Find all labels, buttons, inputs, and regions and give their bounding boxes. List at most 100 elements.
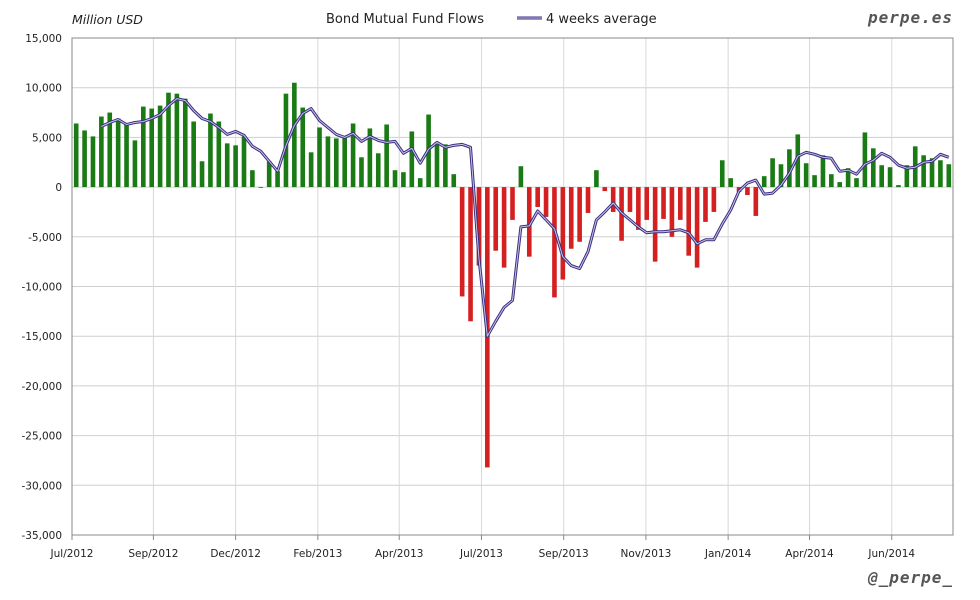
x-tick-label: Sep/2013 [539,548,589,560]
bar [233,145,238,188]
legend-label: 4 weeks average [546,12,657,27]
x-tick-label: Apr/2014 [785,548,834,560]
bar [719,160,725,188]
bar [585,187,591,213]
y-tick-label: -20,000 [21,381,62,393]
bar [829,174,834,188]
bar [686,187,692,256]
bar [199,161,205,188]
bars [73,82,952,468]
x-tick-label: Dec/2012 [210,548,261,560]
bar [258,187,264,188]
bar [803,163,809,188]
bar [787,149,792,188]
bar [409,131,415,188]
x-tick-label: Jul/2013 [459,548,503,560]
bar [174,93,180,188]
bar [468,187,473,322]
bar [99,116,104,188]
bar [703,187,708,222]
bar [610,187,616,212]
x-tick-label: Sep/2012 [128,548,178,560]
bar [141,106,146,188]
bar [929,158,935,188]
y-tick-label: -10,000 [21,282,62,294]
y-tick-label: 15,000 [25,33,62,45]
bar [451,174,457,188]
average-line [101,98,949,337]
bar [854,178,859,188]
bar [493,187,499,251]
bar [392,170,398,188]
bar [241,136,247,188]
bar [669,187,675,237]
plot-frame [71,37,954,536]
bar [333,138,339,188]
bar [182,98,188,188]
bar [275,171,280,188]
chart-title: Bond Mutual Fund Flows [326,12,484,27]
bar [845,168,851,188]
x-tick-label: Jul/2012 [50,548,94,560]
bar [325,136,331,188]
bar [124,124,129,188]
bar [283,93,289,188]
bar [443,144,448,188]
bar [250,170,255,188]
bar [627,187,633,212]
bar [837,182,843,188]
legend: 4 weeks average [517,12,657,27]
bar [728,178,733,188]
bar [208,113,213,188]
bar [745,187,750,196]
bar [694,187,700,268]
bar [820,155,826,188]
bar [778,164,784,188]
bar [946,164,952,188]
bar [459,187,465,297]
bar [224,143,230,188]
x-tick-label: Feb/2013 [293,548,342,560]
bar [577,187,582,242]
bar [191,121,196,188]
bar [157,105,163,188]
bar [359,157,364,188]
bar [82,130,87,188]
bar [678,187,683,220]
bar [938,160,943,188]
bar [300,107,306,188]
bar [476,187,482,266]
bar [711,187,717,212]
bar [107,112,113,188]
y-tick-label: -15,000 [21,331,62,343]
bar [636,187,641,230]
bar [526,187,532,257]
bar [308,152,314,188]
y-tick-label: -35,000 [21,530,62,542]
y-axis-label: Million USD [72,12,143,27]
bar [761,176,767,188]
y-tick-label: 10,000 [25,83,62,95]
bar [166,92,171,188]
bar [292,82,297,188]
bar [862,132,868,188]
x-tick-label: Jan/2014 [704,548,752,560]
x-axis: Jul/2012 Sep/2012 Dec/2012 Feb/2013 Apr/2013… [50,535,915,560]
bar [375,153,381,188]
bar [560,187,566,280]
y-tick-label: 5,000 [32,132,62,144]
bar [132,140,138,188]
bar [568,187,574,249]
bar [552,187,557,298]
bar [501,187,507,268]
bar [115,118,121,188]
bar [350,123,356,188]
bar [879,165,884,188]
bar [266,161,272,188]
bar [73,123,79,188]
bar [518,166,524,188]
brand-watermark-bottom: @_perpe_ [867,568,953,587]
bar [921,155,926,188]
bar [367,128,373,188]
